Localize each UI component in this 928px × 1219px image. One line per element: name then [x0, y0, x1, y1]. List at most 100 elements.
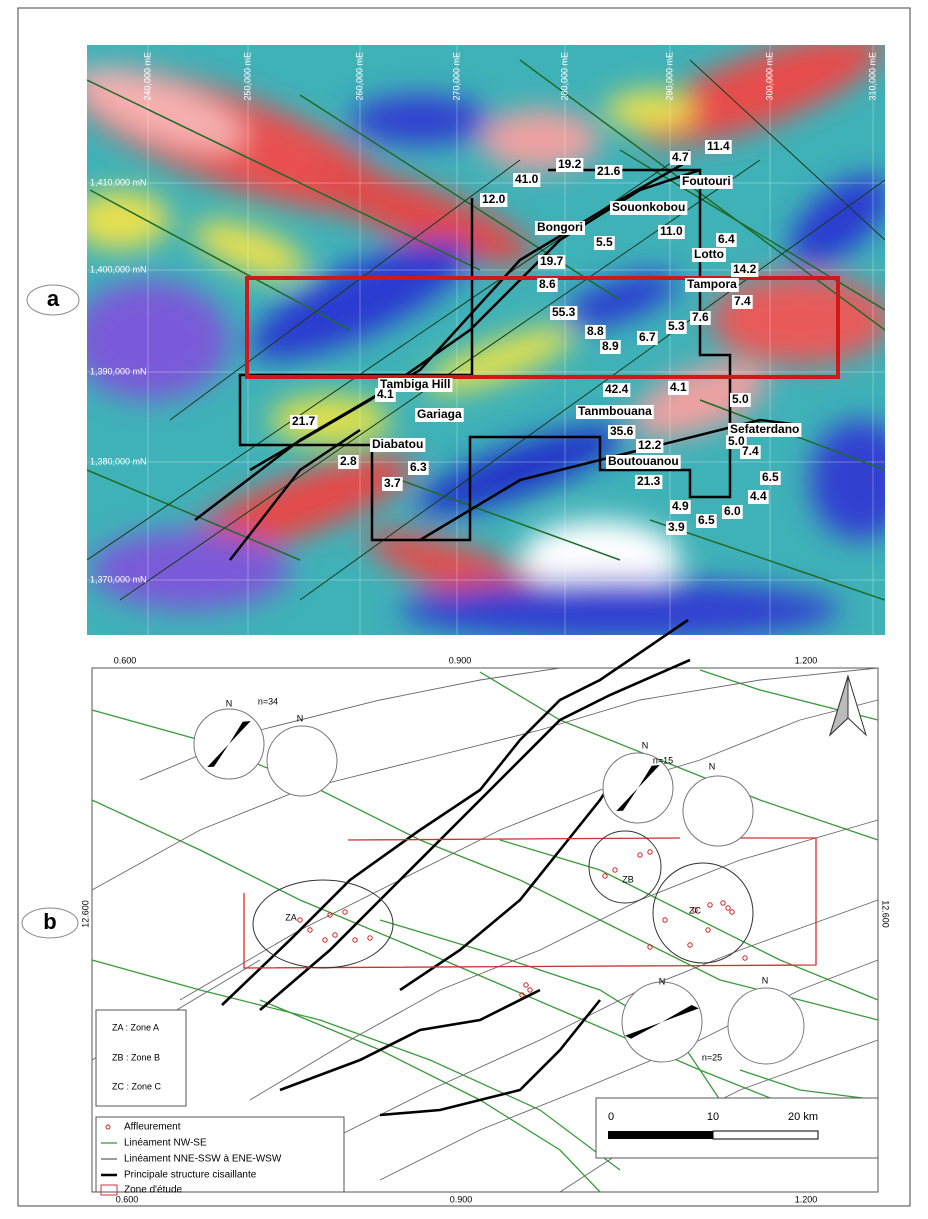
- legend-label: Affleurement: [124, 1122, 181, 1133]
- value-label: 19.2: [558, 157, 582, 171]
- value-label: 12.2: [638, 438, 662, 452]
- north-label: N: [226, 698, 233, 708]
- bottom-tick-label: 1.200: [795, 1194, 818, 1204]
- north-label: N: [709, 761, 716, 771]
- northing-label: 1,370,000 mN: [90, 574, 147, 584]
- locality-label: Diabatou: [372, 437, 423, 451]
- easting-label: 300,000 mE: [764, 52, 774, 101]
- locality-label: Bongori: [537, 220, 583, 234]
- value-label: 7.4: [734, 294, 751, 308]
- bottom-tick-label: 0.600: [116, 1194, 139, 1204]
- locality-label: Boutouanou: [608, 454, 679, 468]
- value-label: 3.9: [668, 520, 685, 534]
- value-label: 3.7: [384, 476, 401, 490]
- value-label: 42.4: [605, 382, 629, 396]
- zone-label: ZB: [622, 874, 634, 884]
- north-label: N: [762, 975, 769, 985]
- count-label: n=25: [702, 1052, 722, 1062]
- bottom-tick-label: 0.900: [450, 1194, 473, 1204]
- legend-label: Zone d'étude: [124, 1185, 183, 1196]
- value-label: 14.2: [733, 262, 757, 276]
- value-label: 6.3: [410, 460, 427, 474]
- value-label: 6.5: [762, 470, 779, 484]
- value-label: 11.0: [660, 224, 683, 238]
- panel-a-map: [55, 13, 910, 640]
- value-label: 4.7: [672, 150, 689, 164]
- left-tick-label: 12.600: [80, 900, 90, 928]
- top-tick-label: 0.600: [114, 655, 137, 665]
- scale-box: [596, 1098, 878, 1158]
- locality-label: Tampora: [687, 277, 737, 291]
- locality-label: Gariaga: [417, 407, 462, 421]
- value-label: 8.8: [587, 324, 604, 338]
- value-label: 8.6: [539, 277, 556, 291]
- scale-bar-filled: [608, 1131, 713, 1139]
- northing-label: 1,400,000 mN: [90, 264, 147, 274]
- zone-label: ZC: [689, 905, 701, 915]
- scale-label: 0: [608, 1111, 614, 1123]
- easting-label: 280,000 mE: [559, 52, 569, 101]
- locality-label: Lotto: [694, 247, 724, 261]
- locality-label: Souonkobou: [612, 200, 685, 214]
- scale-label: 10: [707, 1111, 719, 1123]
- value-label: 5.5: [596, 235, 613, 249]
- count-label: n=34: [258, 696, 278, 706]
- top-tick-label: 0.900: [449, 655, 472, 665]
- rose-diagram: [267, 726, 337, 796]
- value-label: 21.3: [637, 474, 661, 488]
- northing-label: 1,410,000 mN: [90, 177, 147, 187]
- value-label: 8.9: [602, 339, 619, 353]
- value-label: 2.8: [340, 454, 357, 468]
- value-label: 11.4: [707, 139, 730, 153]
- easting-label: 270,000 mE: [451, 52, 461, 101]
- north-label: N: [642, 740, 649, 750]
- locality-label: Foutouri: [682, 174, 731, 188]
- easting-label: 240,000 mE: [142, 52, 152, 101]
- easting-label: 310,000 mE: [867, 52, 877, 101]
- northing-label: 1,390,000 mN: [90, 366, 147, 376]
- rose-diagram: [683, 776, 753, 846]
- scale-label: 20 km: [788, 1111, 818, 1123]
- figure: 240,000 mE 250,000 mE 260,000 mE 270,000 mE…: [0, 0, 928, 1214]
- north-label: N: [659, 976, 666, 986]
- anomaly: [90, 530, 290, 610]
- value-label: 21.7: [292, 414, 316, 428]
- value-label: 6.7: [639, 330, 656, 344]
- anomaly: [350, 95, 490, 145]
- value-label: 6.0: [724, 504, 741, 518]
- value-label: 6.4: [718, 232, 735, 246]
- locality-label: Tanmbouana: [578, 404, 652, 418]
- zone-key: ZC : Zone C: [112, 1081, 162, 1091]
- legend-label: Linéament NW-SE: [124, 1138, 207, 1149]
- value-label: 4.4: [750, 489, 767, 503]
- panel-label: a: [47, 286, 60, 311]
- northing-label: 1,380,000 mN: [90, 456, 147, 466]
- zone-key: ZB : Zone B: [112, 1052, 160, 1062]
- anomaly: [605, 90, 695, 130]
- value-label: 21.6: [597, 164, 621, 178]
- value-label: 5.0: [732, 392, 749, 406]
- easting-label: 260,000 mE: [354, 52, 364, 101]
- easting-label: 250,000 mE: [242, 52, 252, 101]
- zone-key: ZA : Zone A: [112, 1022, 159, 1032]
- legend-label: Principale structure cisaillante: [124, 1170, 257, 1181]
- top-tick-label: 1.200: [795, 655, 818, 665]
- value-label: 5.3: [668, 319, 685, 333]
- right-tick-label: 12.600: [881, 900, 891, 928]
- value-label: 4.1: [670, 380, 687, 394]
- value-label: 55.3: [552, 305, 576, 319]
- zone-label: ZA: [285, 912, 297, 922]
- value-label: 4.9: [672, 499, 689, 513]
- value-label: 19.7: [540, 254, 564, 268]
- value-label: 41.0: [515, 172, 539, 186]
- scale-bar-empty: [713, 1131, 818, 1139]
- easting-label: 290,000 mE: [664, 52, 674, 101]
- rose-diagram: [728, 988, 804, 1064]
- count-label: n=15: [653, 755, 673, 765]
- value-label: 6.5: [698, 513, 715, 527]
- value-label: 4.1: [377, 387, 394, 401]
- legend-label: Linéament NNE-SSW à ENE-WSW: [124, 1154, 282, 1165]
- value-label: 7.6: [692, 310, 709, 324]
- north-label: N: [297, 713, 304, 723]
- anomaly: [400, 580, 840, 640]
